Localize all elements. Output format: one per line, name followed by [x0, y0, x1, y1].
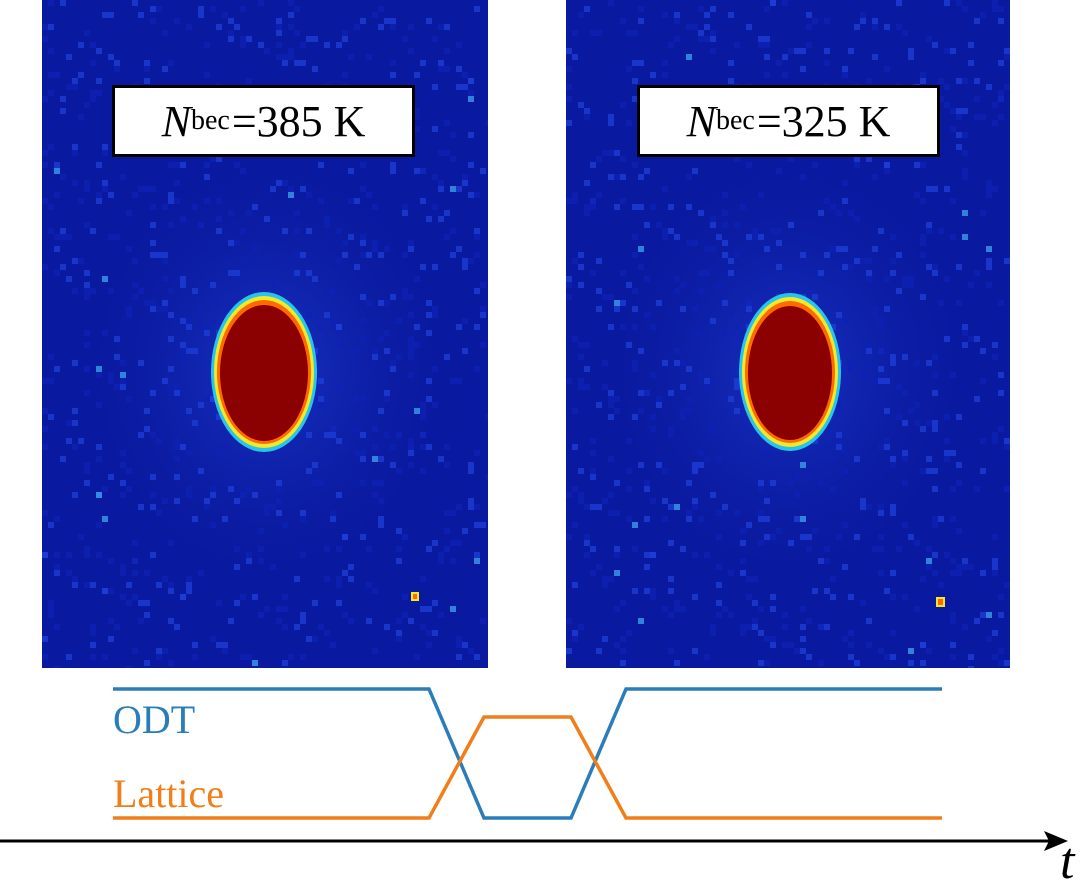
odt-trace — [113, 687, 942, 820]
time-axis-label: t — [1060, 833, 1075, 890]
label-value: =325 K — [756, 96, 891, 146]
bec-core — [220, 305, 308, 441]
label-value: =385 K — [231, 96, 366, 146]
timing-diagram — [0, 687, 1068, 851]
label-subscript: bec — [715, 105, 755, 136]
label-symbol: N — [161, 96, 191, 146]
lattice-trace — [113, 715, 942, 820]
bec-core — [748, 306, 832, 440]
time-axis-arrowhead — [1044, 831, 1068, 851]
odt-label: ODT — [113, 697, 196, 742]
label-subscript: bec — [190, 105, 230, 136]
lattice-label: Lattice — [113, 771, 225, 816]
label-symbol: N — [686, 96, 716, 146]
